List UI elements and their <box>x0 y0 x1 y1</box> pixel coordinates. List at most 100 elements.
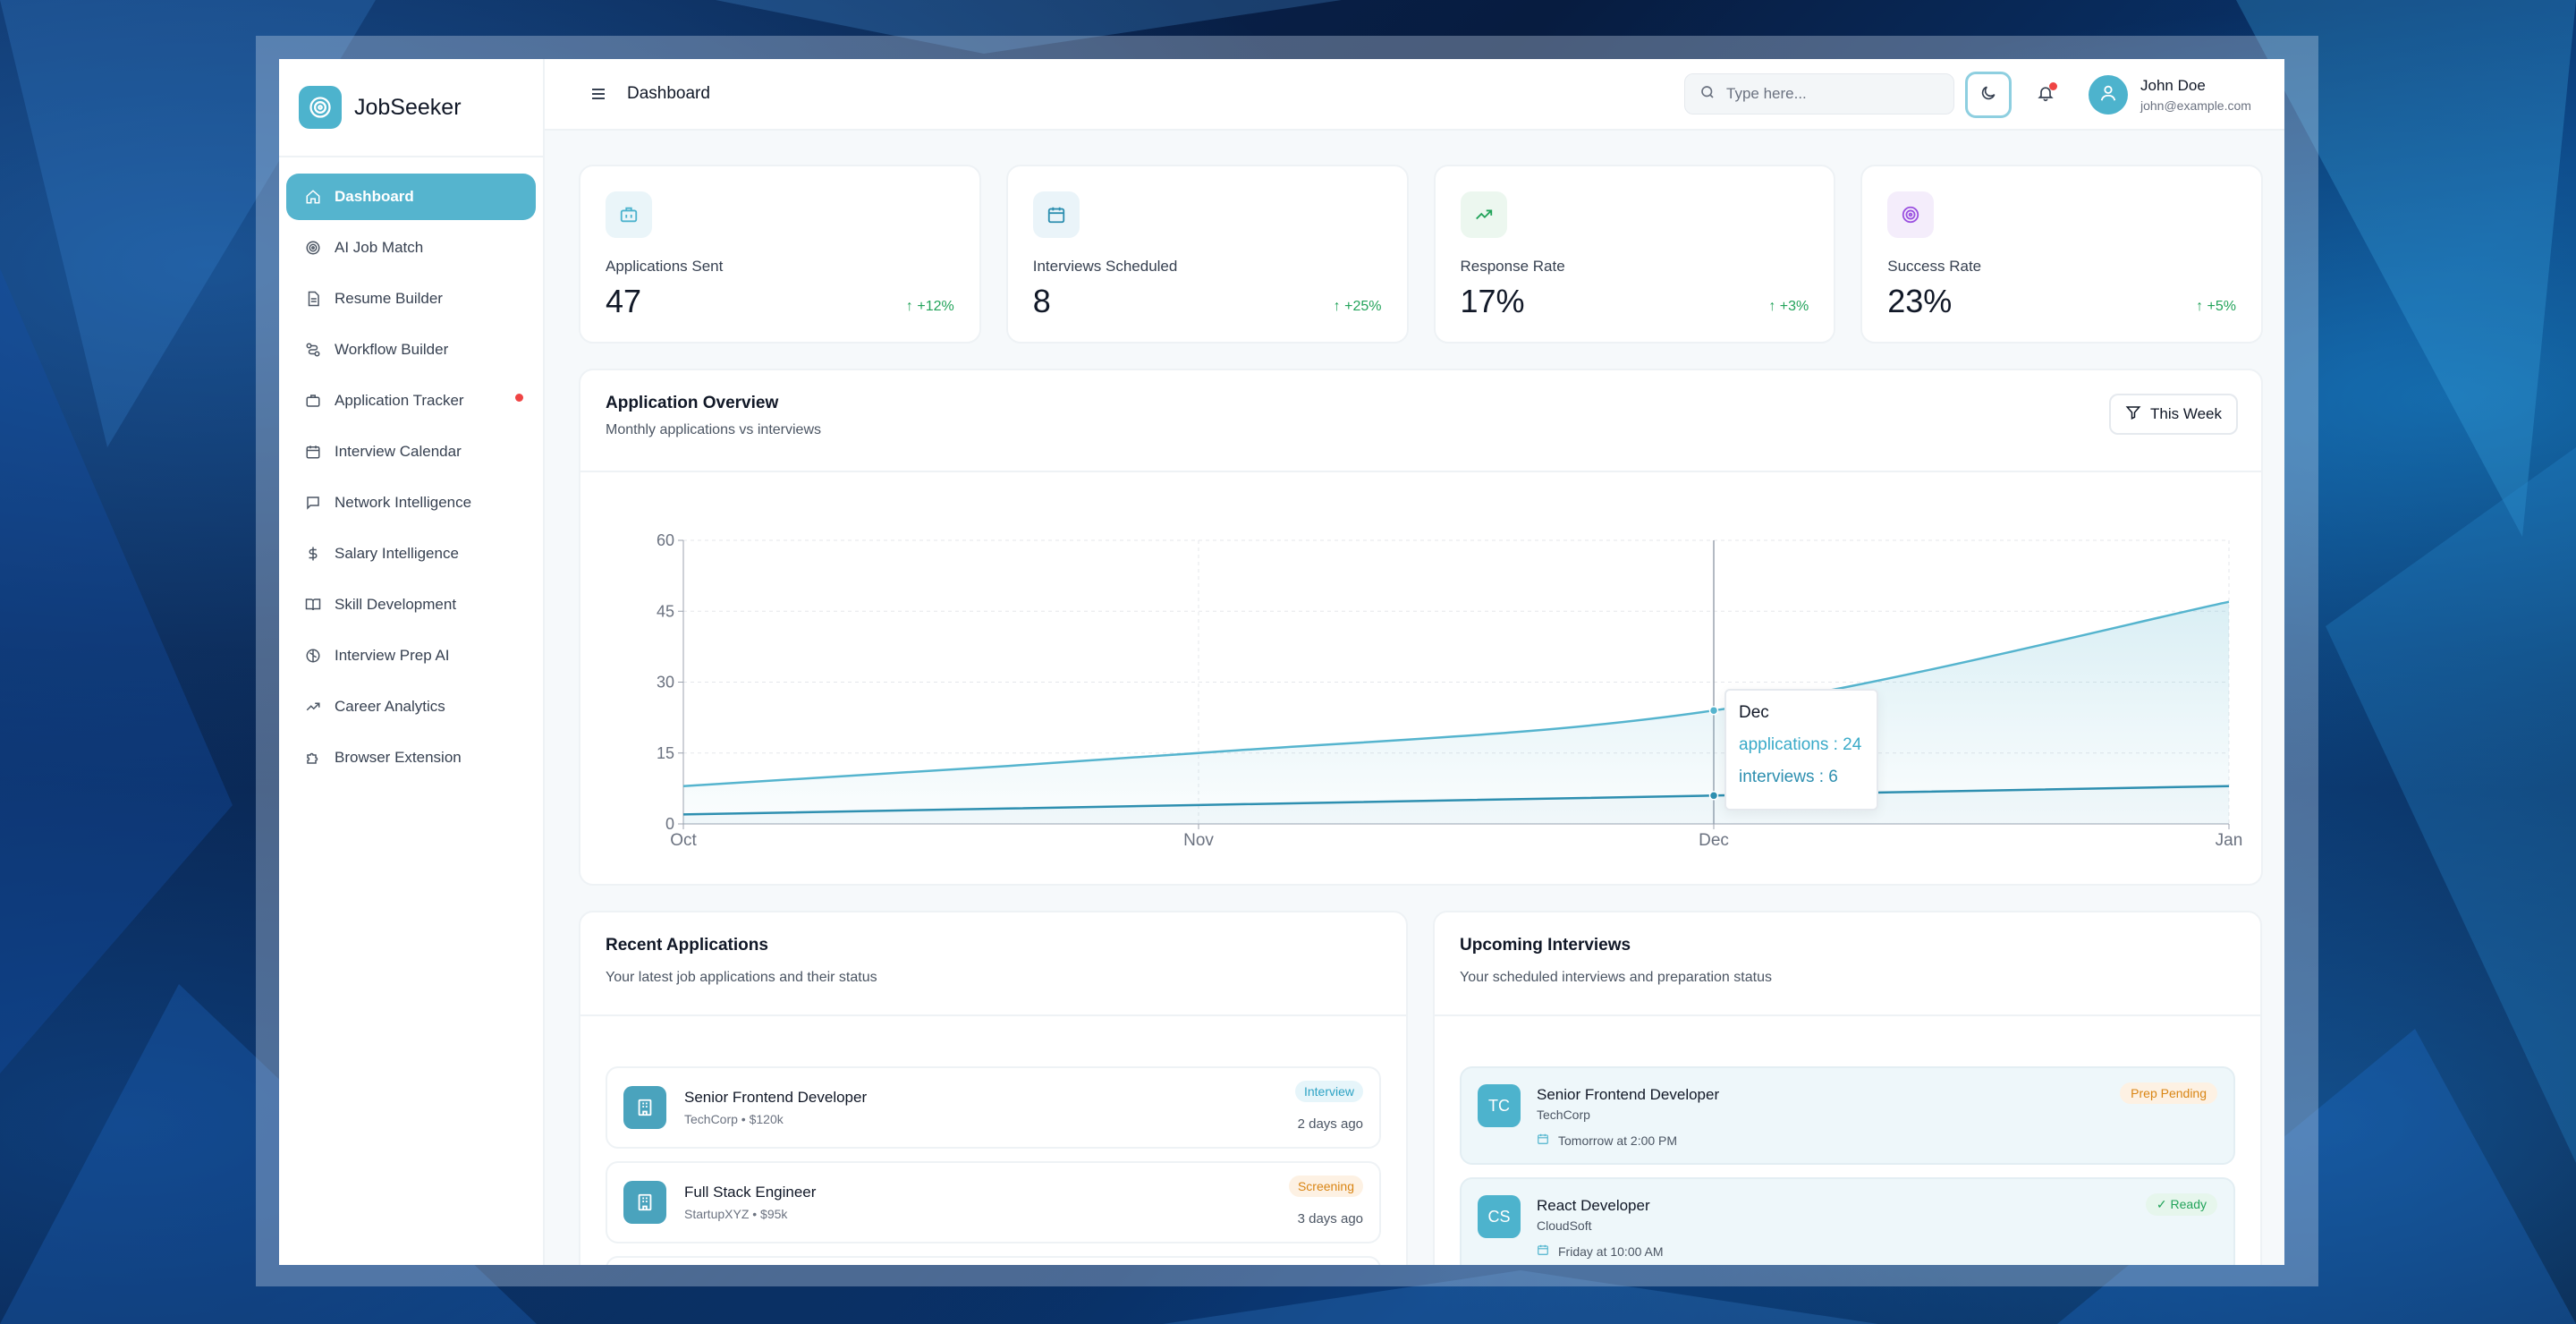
sidebar-item-label: Interview Calendar <box>335 443 462 460</box>
menu-icon[interactable] <box>589 85 607 103</box>
briefcase-icon <box>304 392 322 410</box>
sidebar-item-resume-builder[interactable]: Resume Builder <box>286 276 536 322</box>
sidebar-item-interview-calendar[interactable]: Interview Calendar <box>286 429 536 475</box>
status-badge: Interview <box>1294 1081 1363 1102</box>
stats-row: Applications Sent 47 ↑ +12% Interviews S… <box>579 165 2263 344</box>
calendar-icon <box>1537 1133 1549 1148</box>
user-icon <box>2098 83 2118 107</box>
sidebar-item-label: Dashboard <box>335 188 414 205</box>
building-icon <box>623 1086 666 1129</box>
brain-icon <box>304 647 322 665</box>
y-tick-label: 60 <box>657 531 674 549</box>
tooltip-applications: applications : 24 <box>1739 735 1862 754</box>
dashboard-content: Applications Sent 47 ↑ +12% Interviews S… <box>579 165 2263 1265</box>
main-area: Dashboard John Doe john@example.com <box>545 59 2284 1265</box>
sidebar-item-label: Workflow Builder <box>335 341 449 358</box>
stat-value: 47 <box>606 283 642 319</box>
sidebar-item-label: AI Job Match <box>335 239 424 256</box>
target-icon <box>299 86 342 129</box>
applications-list: Senior Frontend Developer TechCorp • $12… <box>580 1016 1406 1265</box>
stat-label: Applications Sent <box>606 258 724 275</box>
list-item[interactable]: CS React Developer CloudSoft Friday at 1… <box>1460 1177 2235 1265</box>
sidebar-item-interview-prep-ai[interactable]: Interview Prep AI <box>286 632 536 679</box>
chart-area: 0 15 30 45 60 Oct Nov Dec Jan Dec applications :… <box>580 472 2261 884</box>
series-line-applications <box>682 600 2230 787</box>
stat-change: ↑ +3% <box>1768 299 1809 314</box>
application-time: 3 days ago <box>1297 1211 1363 1226</box>
list-item[interactable]: Full Stack Engineer StartupXYZ • $95k Sc… <box>606 1161 1381 1243</box>
moon-icon <box>1979 84 1997 106</box>
sidebar-item-label: Network Intelligence <box>335 494 472 511</box>
series-line-interviews <box>682 785 2230 816</box>
brand: JobSeeker <box>279 59 543 157</box>
theme-toggle-button[interactable] <box>1965 72 2012 118</box>
stat-label: Success Rate <box>1887 258 1982 275</box>
top-header: Dashboard John Doe john@example.com <box>545 59 2284 131</box>
briefcase-icon <box>606 191 652 238</box>
application-meta: TechCorp • $120k <box>684 1112 784 1126</box>
sidebar-item-ai-job-match[interactable]: AI Job Match <box>286 225 536 271</box>
sidebar-item-label: Salary Intelligence <box>335 545 459 562</box>
notifications-button[interactable] <box>2031 81 2060 109</box>
notification-dot <box>2049 82 2057 90</box>
stat-value: 17% <box>1460 283 1525 319</box>
y-tick-label: 15 <box>657 744 674 762</box>
calendar-icon <box>1537 1243 1549 1259</box>
target-icon <box>304 239 322 257</box>
card-subtitle: Monthly applications vs interviews <box>606 422 821 437</box>
sidebar-item-label: Skill Development <box>335 596 457 613</box>
application-overview-card: Application Overview Monthly application… <box>579 369 2263 886</box>
sidebar-item-application-tracker[interactable]: Application Tracker <box>286 378 536 424</box>
sidebar-item-salary-intelligence[interactable]: Salary Intelligence <box>286 530 536 577</box>
x-tick-label: Dec <box>1699 831 1729 850</box>
calendar-icon <box>304 443 322 461</box>
data-point-applications <box>1708 705 1719 716</box>
application-title: Senior Frontend Developer <box>684 1089 868 1106</box>
sidebar-item-workflow-builder[interactable]: Workflow Builder <box>286 327 536 373</box>
home-icon <box>304 188 322 206</box>
y-tick-label: 30 <box>657 674 674 692</box>
sidebar-item-career-analytics[interactable]: Career Analytics <box>286 683 536 730</box>
search-input[interactable] <box>1726 85 1941 103</box>
application-title: Full Stack Engineer <box>684 1184 817 1201</box>
app-window: JobSeeker Dashboard AI Job Match Resume … <box>279 59 2284 1265</box>
card-title: Recent Applications <box>606 936 768 955</box>
sidebar-item-browser-extension[interactable]: Browser Extension <box>286 734 536 781</box>
card-subtitle: Your scheduled interviews and preparatio… <box>1460 970 1772 985</box>
company-avatar: TC <box>1478 1084 1521 1127</box>
application-time: 2 days ago <box>1297 1116 1363 1132</box>
sidebar-item-dashboard[interactable]: Dashboard <box>286 174 536 220</box>
sidebar-item-network-intelligence[interactable]: Network Intelligence <box>286 480 536 526</box>
user-menu[interactable]: John Doe john@example.com <box>2089 72 2251 118</box>
workflow-icon <box>304 341 322 359</box>
stat-card-response-rate: Response Rate 17% ↑ +3% <box>1433 165 1836 344</box>
target-icon <box>1887 191 1935 238</box>
stat-change: ↑ +12% <box>905 299 954 314</box>
list-item[interactable] <box>606 1256 1381 1265</box>
stat-label: Interviews Scheduled <box>1032 258 1178 275</box>
avatar <box>2089 75 2128 115</box>
stat-card-success-rate: Success Rate 23% ↑ +5% <box>1860 165 2263 344</box>
card-header: Application Overview Monthly application… <box>580 370 2261 472</box>
list-item[interactable]: TC Senior Frontend Developer TechCorp To… <box>1460 1066 2235 1165</box>
filter-label: This Week <box>2150 405 2222 422</box>
message-icon <box>304 494 322 512</box>
stat-value: 8 <box>1032 283 1051 319</box>
filter-icon <box>2125 404 2141 425</box>
bottom-row: Recent Applications Your latest job appl… <box>579 911 2263 1265</box>
user-name: John Doe <box>2140 77 2206 94</box>
book-icon <box>304 596 322 614</box>
list-item[interactable]: Senior Frontend Developer TechCorp • $12… <box>606 1066 1381 1149</box>
this-week-filter-button[interactable]: This Week <box>2109 394 2238 435</box>
sidebar-item-skill-development[interactable]: Skill Development <box>286 581 536 628</box>
overview-chart[interactable]: 0 15 30 45 60 Oct Nov Dec Jan <box>580 472 2261 884</box>
application-meta: StartupXYZ • $95k <box>684 1207 788 1221</box>
y-tick-label: 45 <box>657 602 674 620</box>
card-title: Upcoming Interviews <box>1460 936 1631 955</box>
trending-up-icon <box>1460 191 1507 238</box>
upcoming-interviews-card: Upcoming Interviews Your scheduled inter… <box>1433 911 2262 1265</box>
notification-dot <box>515 394 523 402</box>
stat-card-applications: Applications Sent 47 ↑ +12% <box>579 165 981 344</box>
card-header: Recent Applications Your latest job appl… <box>580 912 1406 1016</box>
tooltip-interviews: interviews : 6 <box>1739 768 1838 786</box>
